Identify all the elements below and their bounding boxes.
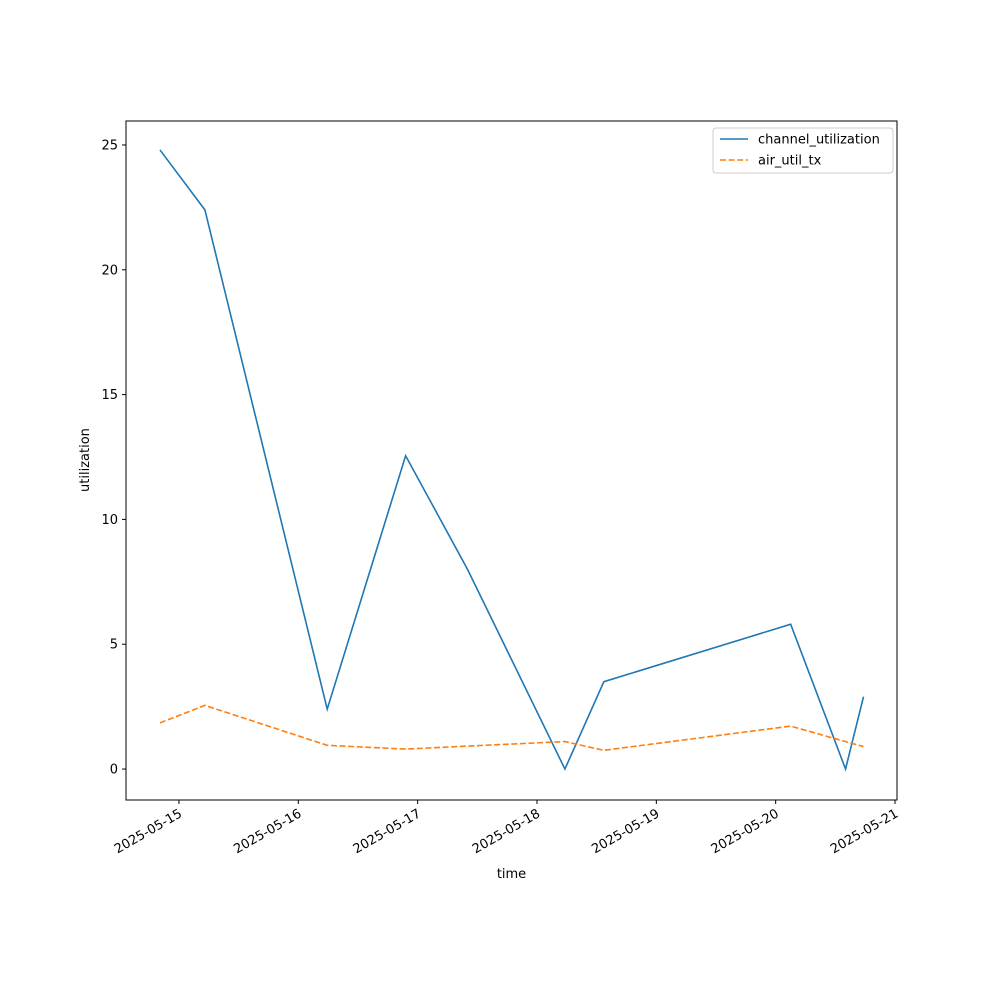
x-tick-label: 2025-05-15 bbox=[112, 806, 185, 857]
legend-label: channel_utilization bbox=[758, 133, 880, 148]
line-series bbox=[159, 704, 864, 752]
y-tick-label: 0 bbox=[110, 763, 118, 778]
x-axis-label: time bbox=[497, 867, 526, 882]
x-tick-label: 2025-05-20 bbox=[709, 806, 782, 857]
x-tick-label: 2025-05-21 bbox=[828, 806, 901, 857]
y-tick-label: 20 bbox=[101, 263, 118, 278]
x-tick-label: 2025-05-18 bbox=[470, 806, 543, 857]
y-tick-label: 15 bbox=[101, 388, 118, 403]
y-axis-label: utilization bbox=[78, 428, 93, 492]
x-tick-label: 2025-05-16 bbox=[231, 806, 304, 857]
y-tick-label: 5 bbox=[110, 638, 118, 653]
x-tick-label: 2025-05-19 bbox=[589, 806, 662, 857]
y-tick-label: 10 bbox=[101, 513, 118, 528]
x-tick-label: 2025-05-17 bbox=[351, 806, 424, 857]
line-series bbox=[159, 149, 865, 772]
y-tick-label: 25 bbox=[101, 138, 118, 153]
legend-label: air_util_tx bbox=[758, 154, 822, 169]
legend-box bbox=[712, 127, 894, 174]
plot-frame bbox=[125, 120, 898, 801]
